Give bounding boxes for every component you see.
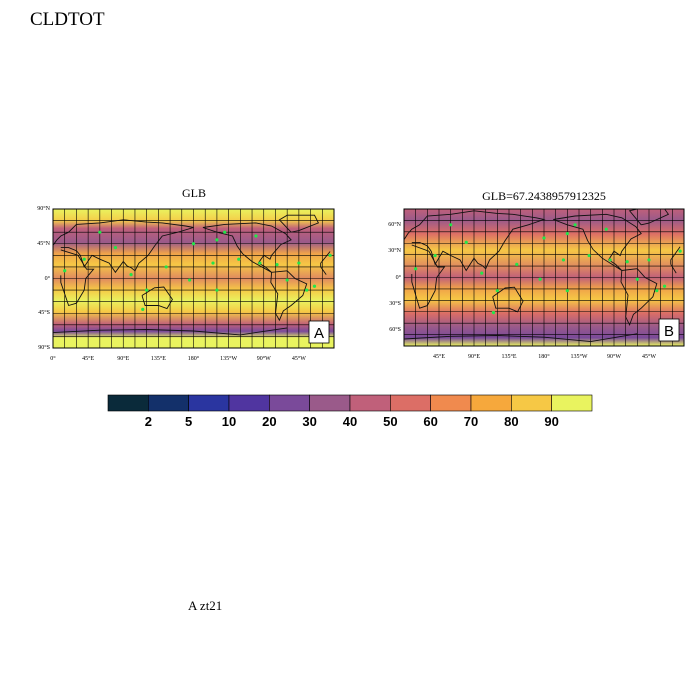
colorbar-swatch xyxy=(470,394,512,412)
tick-label: 90°N xyxy=(37,206,50,212)
colorbar-swatch xyxy=(148,394,189,412)
tick-label: 135°E xyxy=(501,354,517,360)
page-title: CLDTOT xyxy=(30,9,105,30)
tick-label: 0° xyxy=(44,275,50,282)
colorbar-label: 50 xyxy=(383,414,398,429)
colorbar-swatch xyxy=(188,394,230,412)
tick-label: 60°N xyxy=(388,221,401,228)
tick-label: 30°N xyxy=(388,248,401,255)
colorbar-label: 90 xyxy=(544,414,559,429)
tick-label: 90°W xyxy=(606,354,622,360)
colorbar-swatch xyxy=(551,394,593,412)
panel-a-title: GLB xyxy=(182,186,206,200)
tick-label: 0° xyxy=(395,274,401,281)
colorbar-label: 80 xyxy=(504,414,519,429)
tick-label: 135°W xyxy=(220,356,238,362)
tick-label: 135°E xyxy=(150,356,166,362)
panel-a-corner-label: A xyxy=(314,325,324,342)
tick-label: 45°E xyxy=(82,356,95,362)
tick-label: 135°W xyxy=(570,354,588,360)
tick-label: 45°W xyxy=(641,354,657,360)
colorbar-swatch xyxy=(309,394,351,412)
colorbar-label: 5 xyxy=(185,414,193,429)
colorbar-swatch xyxy=(430,394,472,412)
colorbar-label: 40 xyxy=(342,414,358,429)
tick-label: 90°E xyxy=(467,354,481,360)
tick-label: 45°E xyxy=(432,354,446,360)
colorbar-label: 70 xyxy=(463,414,479,429)
tick-label: 45°N xyxy=(37,240,50,247)
tick-label: 45°S xyxy=(38,310,50,317)
panel-b-map xyxy=(404,208,685,347)
tick-label: 0° xyxy=(50,356,56,362)
colorbar-swatch xyxy=(349,394,391,412)
colorbar-label: 20 xyxy=(262,414,277,429)
bottom-label: A zt21 xyxy=(188,598,223,613)
colorbar-swatch xyxy=(269,394,310,412)
colorbar-label: 30 xyxy=(302,414,317,429)
tick-label: 60°S xyxy=(389,327,401,334)
tick-label: 180° xyxy=(187,356,200,362)
panel-a-map xyxy=(53,208,335,349)
tick-label: 45°W xyxy=(291,356,306,362)
tick-label: 180° xyxy=(538,354,550,360)
tick-label: 90°W xyxy=(256,356,271,362)
tick-label: 30°S xyxy=(389,300,401,307)
colorbar-swatch xyxy=(511,394,552,412)
tick-label: 90°E xyxy=(117,356,130,362)
colorbar-label: 10 xyxy=(221,414,237,429)
panel-a-corner-box xyxy=(308,320,330,344)
panel-b-title: GLB=67.2438957912325 xyxy=(482,189,606,203)
panel-b-corner-box xyxy=(658,318,680,342)
colorbar-label: 60 xyxy=(423,414,438,429)
colorbar-swatch xyxy=(390,394,431,412)
tick-label: 90°S xyxy=(38,345,50,351)
panel-b-corner-label: B xyxy=(664,323,674,340)
colorbar xyxy=(107,394,593,412)
colorbar-swatch xyxy=(107,394,149,412)
colorbar-label: 2 xyxy=(144,414,152,429)
colorbar-swatch xyxy=(228,394,270,412)
